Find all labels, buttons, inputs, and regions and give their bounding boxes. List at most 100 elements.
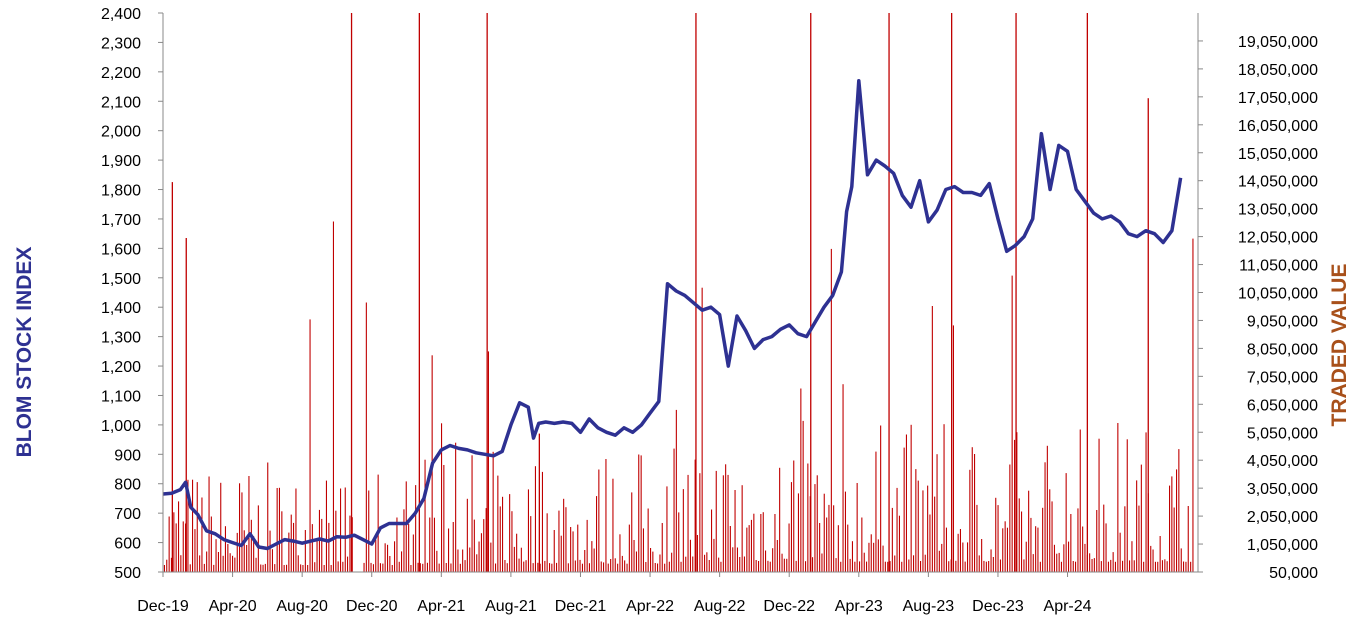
traded-value-bar (1006, 527, 1008, 572)
traded-value-bar (1173, 507, 1175, 572)
traded-value-bar (821, 553, 823, 572)
traded-value-bar (286, 564, 288, 572)
traded-value-bar (464, 560, 466, 572)
left-tick-label: 1,500 (101, 271, 141, 288)
traded-value-bar (828, 504, 830, 572)
traded-value-bar (734, 490, 736, 572)
right-tick-label: 12,050,000 (1238, 230, 1318, 247)
x-tick-label: Apr-24 (1044, 598, 1092, 615)
traded-value-bar (891, 507, 893, 572)
traded-value-bar (873, 542, 875, 572)
traded-value-bar (1117, 423, 1119, 572)
traded-value-bar (776, 540, 778, 572)
traded-value-bar (1171, 476, 1173, 572)
traded-value-bar (1159, 536, 1161, 572)
traded-value-bar (438, 563, 440, 572)
traded-value-bar (779, 467, 781, 572)
x-tick-label: Dec-22 (763, 598, 815, 615)
right-tick-label: 6,050,000 (1247, 397, 1318, 414)
left-tick-label: 1,300 (101, 330, 141, 347)
traded-value-bar (861, 517, 863, 572)
traded-value-bar (910, 424, 912, 572)
traded-value-bar (401, 551, 403, 572)
traded-value-bar (948, 561, 950, 572)
traded-value-bar (586, 519, 588, 572)
traded-value-bar (673, 448, 675, 572)
traded-value-bar (826, 517, 828, 572)
traded-value-bar (856, 483, 858, 572)
traded-value-bar (419, 563, 421, 572)
traded-value-bar (546, 513, 548, 572)
traded-value-bar (450, 563, 452, 572)
right-tick-label: 8,050,000 (1247, 341, 1318, 358)
traded-value-bar (1035, 526, 1037, 572)
traded-value-bar (844, 491, 846, 572)
traded-value-bar (992, 557, 994, 572)
traded-value-bar (196, 482, 198, 572)
traded-value-bar (234, 557, 236, 572)
traded-value-bar (936, 454, 938, 572)
traded-value-bar (708, 560, 710, 572)
traded-value-bar (530, 516, 532, 572)
traded-value-bar (687, 474, 689, 572)
traded-value-bar (614, 558, 616, 572)
x-tick-label: Aug-22 (694, 598, 746, 615)
right-tick-label: 10,050,000 (1238, 286, 1318, 303)
traded-value-bar (978, 555, 980, 572)
x-tick-label: Aug-20 (276, 598, 328, 615)
traded-value-bar (429, 517, 431, 572)
traded-value-bar (922, 490, 924, 572)
left-tick-label: 1,400 (101, 300, 141, 317)
traded-value-bar (558, 510, 560, 572)
left-tick-label: 1,200 (101, 359, 141, 376)
right-tick-label: 1,050,000 (1247, 537, 1318, 554)
traded-value-bar (783, 558, 785, 572)
traded-value-bar (224, 526, 226, 572)
traded-value-bar (206, 551, 208, 572)
traded-value-bar (163, 565, 165, 572)
traded-value-bar (830, 248, 832, 572)
traded-value-bar (222, 555, 224, 572)
traded-value-bar (1150, 545, 1152, 572)
traded-value-bar (762, 512, 764, 572)
traded-value-bar (680, 561, 682, 572)
traded-value-bar (938, 550, 940, 572)
traded-value-bar (772, 548, 774, 572)
traded-value-bar (875, 451, 877, 572)
traded-value-bar (692, 556, 694, 572)
traded-value-bar (457, 549, 459, 572)
traded-value-bar (1051, 501, 1053, 572)
traded-value-bar (896, 487, 898, 572)
traded-value-bar (840, 561, 842, 572)
traded-value-bar (1002, 528, 1004, 572)
traded-value-bar (170, 557, 172, 572)
traded-value-bar (1018, 498, 1020, 572)
traded-value-bar (664, 563, 666, 572)
traded-value-spike (1147, 98, 1149, 572)
traded-value-bar (619, 534, 621, 572)
traded-value-bar (1072, 561, 1074, 572)
traded-value-bar (901, 561, 903, 572)
traded-value-bar (391, 565, 393, 572)
traded-value-bar (556, 562, 558, 572)
traded-value-bar (1136, 480, 1138, 572)
traded-value-bar (220, 482, 222, 572)
traded-value-bar (905, 434, 907, 572)
traded-value-bar (307, 565, 309, 572)
traded-value-spike (695, 13, 697, 572)
traded-value-bar (478, 541, 480, 572)
traded-value-bar (203, 563, 205, 572)
traded-value-bar (983, 560, 985, 572)
x-tick-label: Dec-23 (972, 598, 1024, 615)
traded-value-bar (577, 524, 579, 572)
traded-value-bar (969, 469, 971, 572)
traded-value-bar (1192, 238, 1194, 572)
traded-value-bar (276, 488, 278, 572)
traded-value-bar (318, 509, 320, 572)
traded-value-bar (652, 551, 654, 572)
traded-value-bar (1190, 561, 1192, 572)
left-tick-label: 1,900 (101, 153, 141, 170)
right-tick-label: 17,050,000 (1238, 90, 1318, 107)
traded-value-bar (668, 561, 670, 572)
traded-value-bar (971, 447, 973, 572)
